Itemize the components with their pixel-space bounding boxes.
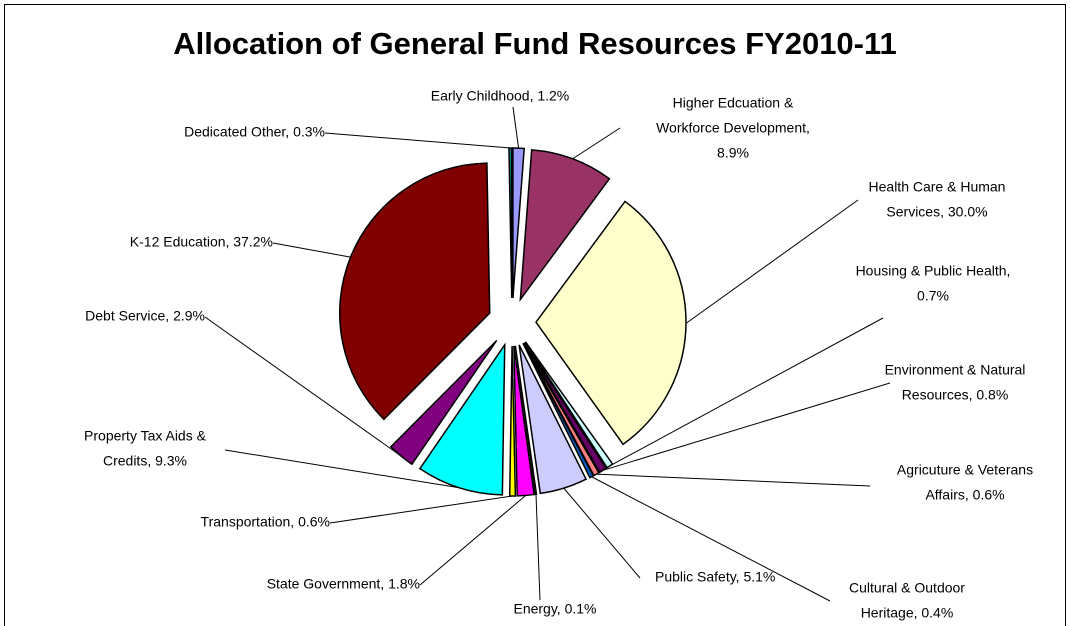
chart-frame — [4, 4, 1066, 626]
pie-slice — [518, 344, 588, 495]
leader-line — [535, 494, 541, 601]
leader-line — [596, 473, 871, 487]
leader-line — [572, 127, 621, 160]
slice-label: Services, 30.0% — [886, 204, 987, 220]
slice-label: K-12 Education, 37.2% — [130, 234, 273, 250]
slice-label: Workforce Development, — [656, 120, 810, 136]
slice-label: Energy, 0.1% — [513, 601, 596, 617]
pie-slice — [418, 342, 506, 496]
slice-label: State Government, 1.8% — [267, 576, 420, 592]
leader-line — [204, 316, 402, 457]
leader-line — [324, 132, 511, 149]
slice-label: Housing & Public Health, — [856, 263, 1011, 279]
slice-label: Environment & Natural — [885, 362, 1026, 378]
pie-slice — [519, 149, 611, 303]
pie-slice — [523, 342, 608, 474]
slice-label: Credits, 9.3% — [103, 453, 187, 469]
slice-label: Heritage, 0.4% — [861, 605, 954, 621]
leader-line — [329, 495, 513, 524]
slice-label: Affairs, 0.6% — [925, 487, 1004, 503]
leader-line — [224, 449, 460, 489]
leader-line — [272, 242, 351, 258]
leader-line — [591, 476, 831, 602]
slice-label: Public Safety, 5.1% — [655, 569, 775, 585]
leader-line — [685, 199, 859, 324]
slice-label: Transportation, 0.6% — [201, 514, 330, 530]
slice-label: Higher Edcuation & — [673, 95, 794, 111]
leader-line — [563, 487, 641, 579]
slice-label: Health Care & Human — [869, 179, 1006, 195]
slice-label: Dedicated Other, 0.3% — [184, 124, 325, 140]
chart-title: Allocation of General Fund Resources FY2… — [173, 26, 897, 61]
pie-slice — [338, 162, 491, 421]
slice-label: Resources, 0.8% — [902, 387, 1009, 403]
slice-label: Early Childhood, 1.2% — [431, 88, 570, 104]
leader-line — [609, 317, 884, 467]
leader-line — [602, 382, 891, 471]
slice-label: Debt Service, 2.9% — [85, 308, 205, 324]
leader-line — [512, 106, 520, 149]
leader-line — [419, 495, 526, 586]
slice-label: 0.7% — [917, 288, 949, 304]
slice-label: Agricuture & Veterans — [897, 462, 1033, 478]
slice-label: Cultural & Outdoor — [849, 580, 965, 596]
slice-label: Property Tax Aids & — [84, 428, 207, 444]
slice-label: 8.9% — [717, 145, 749, 161]
